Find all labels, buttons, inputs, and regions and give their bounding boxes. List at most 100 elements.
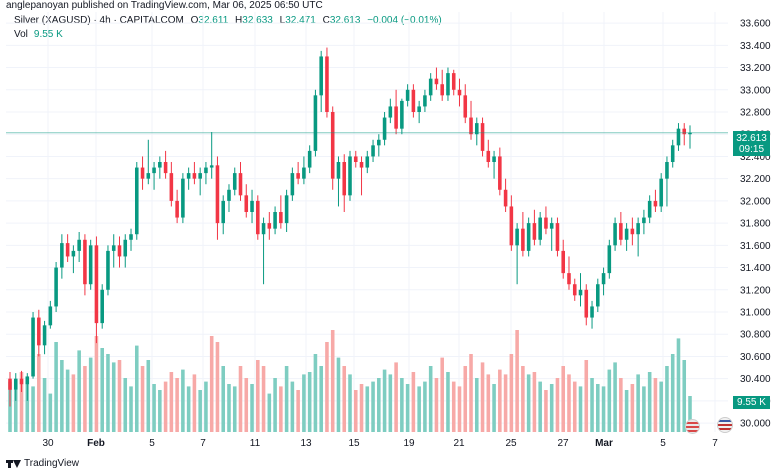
candle-body: [434, 78, 439, 85]
volume-bar: [503, 374, 508, 432]
symbol-title[interactable]: Silver (XAGUSD) · 4h · CAPITALCOM: [14, 15, 184, 26]
candle-body: [642, 217, 646, 224]
y-tick-label: 32.400: [740, 152, 771, 163]
y-tick-label: 31.600: [740, 241, 771, 252]
volume-bar: [480, 362, 485, 432]
candle-body: [169, 173, 174, 201]
candle-body: [584, 289, 589, 318]
volume-bar: [48, 393, 53, 432]
candle-body: [394, 106, 398, 129]
volume-bar: [146, 360, 151, 432]
candle-body: [423, 95, 427, 107]
candle-body: [417, 106, 421, 112]
us-flag-icon[interactable]: [685, 419, 700, 434]
volume-bar: [382, 369, 387, 432]
y-tick-label: 33.600: [740, 19, 771, 30]
candle-body: [48, 306, 53, 326]
volume-bar: [215, 342, 220, 432]
candle-body: [158, 162, 162, 168]
y-tick-label: 30.400: [740, 374, 771, 385]
volume-bar: [100, 348, 104, 432]
x-tick-label: 25: [505, 438, 517, 449]
candle-body: [590, 306, 594, 318]
volume-bar: [561, 366, 566, 432]
candle-body: [267, 223, 272, 229]
volume-bar: [647, 372, 652, 432]
volume-bar: [169, 372, 174, 432]
volume-bar: [440, 357, 444, 432]
volume-bar: [123, 378, 128, 432]
candle-body: [630, 228, 635, 235]
price-axis[interactable]: 33.60033.40033.20033.00032.80032.60032.4…: [740, 19, 771, 430]
high-value: 32.633: [242, 15, 273, 26]
candle-body: [532, 223, 537, 240]
volume-bar: [342, 366, 347, 432]
candle-body: [71, 250, 76, 257]
volume-bar: [688, 396, 692, 432]
candle-body: [549, 223, 554, 229]
candle-body: [619, 223, 623, 240]
y-tick-label: 32.000: [740, 196, 771, 207]
volume-bar: [163, 381, 168, 432]
volume-label[interactable]: Vol: [14, 29, 28, 40]
candle-body: [601, 273, 606, 285]
x-tick-label: 7: [712, 438, 718, 449]
candle-body: [428, 78, 433, 96]
candle-body: [636, 223, 640, 235]
volume-bar: [572, 381, 577, 432]
candle-body: [140, 167, 145, 179]
candle-body: [624, 228, 629, 240]
candle-body: [325, 56, 329, 112]
volume-bar: [13, 390, 18, 432]
volume-bar: [279, 386, 283, 432]
open-label: O: [190, 15, 199, 26]
volume-bar: [209, 336, 214, 432]
volume-bar: [619, 378, 623, 432]
candle-body: [515, 228, 519, 246]
volume-bar: [158, 390, 162, 432]
volume-bar: [152, 384, 156, 432]
volume-bars: [8, 330, 692, 432]
candle-body: [19, 378, 24, 385]
volume-bar: [636, 374, 640, 432]
x-tick-label: 13: [300, 438, 312, 449]
x-tick-label: 7: [200, 438, 206, 449]
candle-body: [256, 200, 260, 235]
time-axis[interactable]: 30 Feb 5 7 11 13 15 19 21 25 27 Mar 5 7: [42, 438, 718, 449]
volume-bar: [515, 330, 519, 432]
volume-bar: [526, 374, 531, 432]
candle-body: [486, 150, 491, 162]
volume-bar: [42, 378, 47, 432]
volume-bar: [261, 366, 266, 432]
volume-bar: [400, 378, 404, 432]
y-tick-label: 33.200: [740, 63, 771, 74]
volume-bar: [428, 366, 433, 432]
candle-body: [290, 173, 295, 196]
candle-body: [538, 217, 542, 240]
volume-bar: [348, 374, 352, 432]
candle-body: [60, 243, 64, 268]
change-value: −0.004 (−0.01%): [367, 15, 442, 26]
candle-body: [163, 162, 168, 174]
volume-bar: [232, 386, 237, 432]
close-label: C: [322, 15, 330, 26]
candle-body: [440, 84, 444, 96]
volume-bar: [371, 381, 375, 432]
low-value: 32.471: [285, 15, 316, 26]
candle-body: [353, 156, 358, 162]
volume-bar: [670, 354, 675, 432]
volume-bar: [509, 354, 514, 432]
volume-bar: [365, 386, 370, 432]
candle-body: [106, 250, 110, 290]
candle-body: [83, 239, 87, 285]
candle-body: [296, 173, 300, 179]
y-tick-label: 31.200: [740, 285, 771, 296]
x-tick-label: 30: [42, 438, 54, 449]
volume-bar: [353, 390, 358, 432]
candle-body: [279, 212, 283, 224]
volume-bar: [227, 384, 231, 432]
y-tick-label: 33.000: [740, 85, 771, 96]
economic-event-icon[interactable]: [717, 417, 733, 433]
volume-bar: [521, 366, 525, 432]
